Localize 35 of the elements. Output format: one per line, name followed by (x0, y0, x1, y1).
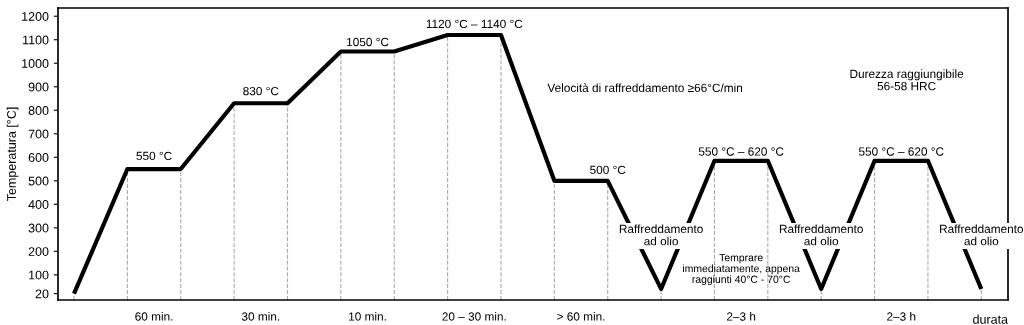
annotation: Raffreddamento ad olio (940, 224, 1024, 246)
y-tick-label: 500 (28, 176, 49, 186)
annotation: Velocità di raffreddamento ≥66°C/min (547, 83, 743, 93)
y-tick-label: 600 (28, 153, 49, 162)
annotation: 830 °C (243, 86, 279, 96)
annotation: 1050 °C (347, 37, 389, 47)
annotation: 550 °C (136, 151, 172, 161)
annotation: 1120 °C – 1140 °C (426, 19, 523, 29)
y-tick-label: 200 (28, 247, 49, 256)
y-axis-title: Temperatura [°C] (6, 107, 19, 202)
y-tick-label: 20 (35, 289, 49, 299)
annotation: 550 °C – 620 °C (858, 147, 944, 156)
text: 10 min. (349, 312, 386, 321)
y-tick-label: 700 (28, 129, 49, 139)
y-tick-label: 900 (28, 82, 49, 92)
y-tick-label: 1200 (22, 12, 49, 21)
annotation: 550 °C – 620 °C (698, 147, 784, 156)
text: 20 – 30 min. (442, 312, 506, 321)
annotation: Raffreddamento ad olio (619, 224, 703, 246)
annotation: 500 °C (590, 165, 626, 175)
x-axis-title: durata (973, 314, 1008, 324)
text: 30 min. (241, 312, 280, 321)
y-tick-label: 1100 (23, 35, 49, 45)
text: 60 min. (135, 312, 173, 321)
text: 2–3 h (887, 312, 916, 321)
text: 2–3 h (726, 312, 756, 321)
y-tick-label: 800 (28, 106, 49, 115)
y-tick-label: 1000 (22, 59, 49, 68)
text: > 60 min. (557, 312, 605, 321)
annotation: Temprare immediatamente, appena raggiunti 40°C - 70°C (683, 254, 800, 286)
y-tick-label: 300 (28, 223, 49, 233)
annotation: Durezza raggiungibile 56-58 HRC (850, 69, 964, 91)
y-tick-label: 400 (28, 200, 49, 209)
annotation: Raffreddamento ad olio (779, 224, 863, 246)
y-tick-label: 100 (29, 270, 49, 280)
